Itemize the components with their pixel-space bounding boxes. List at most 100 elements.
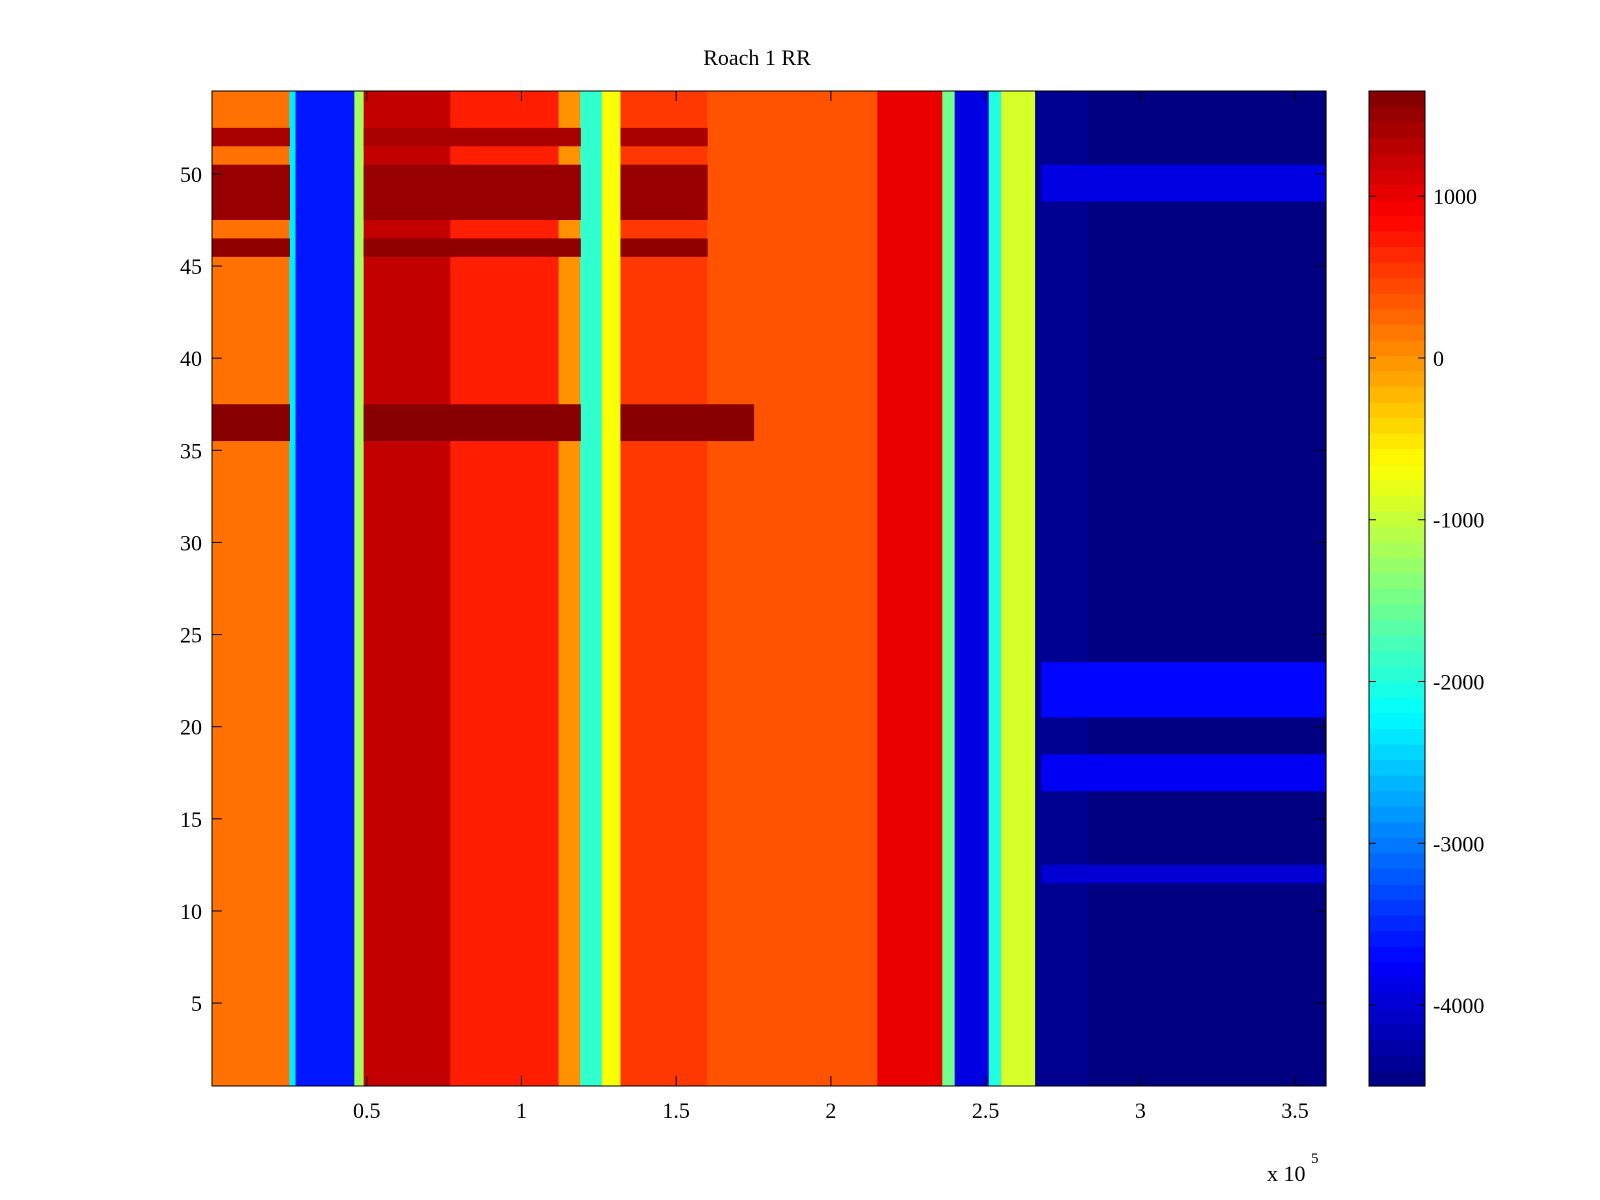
colorbar-tick-label: -1000 (1433, 508, 1484, 533)
colorbar-segment (1369, 153, 1425, 170)
heatmap-cells (212, 91, 1327, 1086)
heatmap-column-13 (954, 91, 990, 1086)
colorbar-segment (1369, 510, 1425, 527)
colorbar-segment (1369, 604, 1425, 621)
colorbar-segment (1369, 246, 1425, 263)
colorbar-segment (1369, 946, 1425, 963)
colorbar-segment (1369, 712, 1425, 730)
colorbar-segment (1369, 448, 1425, 465)
colorbar-segment (1369, 308, 1425, 325)
colorbar-tick-label: -2000 (1433, 670, 1484, 695)
x-axis-ticks: 0.5 1 1.5 2 2.5 3 3.5 (353, 91, 1309, 1123)
colorbar-tick-label: -4000 (1433, 993, 1484, 1018)
heatmap-column-11 (877, 91, 943, 1086)
heatmap-band-3-6 (558, 127, 581, 147)
colorbar-segment (1369, 930, 1425, 947)
y-tick-label: 40 (180, 346, 202, 371)
colorbar-segment (1369, 806, 1425, 823)
colorbar-segment (1369, 401, 1425, 419)
heatmap-band-3-0 (212, 127, 290, 147)
y-tick-label: 25 (180, 623, 202, 648)
x-axis-exponent-base: x 10 (1267, 1161, 1306, 1186)
x-axis-exponent: x 10 5 (1267, 1151, 1319, 1186)
colorbar (1369, 91, 1425, 1087)
colorbar-segment (1369, 417, 1425, 434)
colorbar-segment (1369, 1054, 1425, 1072)
heatmap-band-0-0 (212, 404, 290, 442)
x-axis-exponent-power: 5 (1311, 1151, 1319, 1167)
heatmap-column-14 (988, 91, 1002, 1086)
colorbar-segment (1369, 883, 1425, 901)
heatmap-column-6 (558, 91, 581, 1086)
colorbar-segment (1369, 184, 1425, 201)
colorbar-segment (1369, 852, 1425, 869)
colorbar-segment (1369, 992, 1425, 1009)
colorbar-segment (1369, 977, 1425, 994)
colorbar-segment (1369, 293, 1425, 310)
heatmap-column-2 (295, 91, 355, 1086)
colorbar-segment (1369, 137, 1425, 154)
heatmap-column-3 (354, 91, 365, 1086)
heatmap-column-7 (580, 91, 603, 1086)
colorbar-segment (1369, 743, 1425, 761)
colorbar-segment (1369, 588, 1425, 605)
colorbar-tick-label: -3000 (1433, 831, 1484, 856)
heatmap-band-2-9 (620, 164, 708, 220)
colorbar-segment (1369, 168, 1425, 185)
colorbar-segment (1369, 386, 1425, 403)
colorbar-segment (1369, 1023, 1425, 1040)
heatmap-band-0-9 (620, 404, 708, 442)
y-tick-label: 5 (191, 991, 202, 1016)
colorbar-tick-label: 1000 (1433, 184, 1477, 209)
colorbar-segment (1369, 619, 1425, 636)
colorbar-segment (1369, 899, 1425, 916)
colorbar-segment (1369, 759, 1425, 776)
heatmap-band-3-4 (363, 127, 451, 147)
colorbar-segment (1369, 728, 1425, 745)
colorbar-segment (1369, 837, 1425, 854)
heatmap-column-8 (601, 91, 622, 1086)
heatmap-band-2-5 (450, 164, 560, 220)
plot-frame (211, 90, 1327, 1087)
x-tick-label: 1.5 (662, 1098, 690, 1123)
colorbar-segment (1369, 868, 1425, 885)
colorbar-segment (1369, 230, 1425, 248)
x-tick-label: 1 (516, 1098, 527, 1123)
colorbar-segment (1369, 370, 1425, 387)
x-tick-label: 2.5 (972, 1098, 1000, 1123)
colorbar-segment (1369, 697, 1425, 714)
colorbar-segment (1369, 790, 1425, 807)
colorbar-segment (1369, 495, 1425, 512)
heatmap-column-17 (1087, 91, 1327, 1086)
colorbar-segment (1369, 650, 1425, 667)
y-axis-ticks: 5 10 15 20 25 30 35 40 45 50 (180, 162, 1326, 1016)
y-tick-label: 45 (180, 254, 202, 279)
heatmap-band-1-9 (620, 238, 708, 257)
colorbar-segment (1369, 681, 1425, 698)
heatmap-band-1-6 (558, 238, 581, 257)
heatmap-band-3-9 (620, 127, 708, 147)
colorbar-segment (1369, 526, 1425, 543)
x-tick-label: 0.5 (353, 1098, 381, 1123)
y-tick-label: 15 (180, 807, 202, 832)
heatmap-column-1 (289, 91, 297, 1086)
x-tick-label: 3 (1135, 1098, 1146, 1123)
heatmap-band-6 (1041, 864, 1326, 884)
y-tick-label: 20 (180, 715, 202, 740)
heatmap-band-7 (1041, 164, 1326, 202)
x-tick-label: 3.5 (1281, 1098, 1309, 1123)
colorbar-segment (1369, 122, 1425, 139)
heatmap-band-0-10 (707, 404, 755, 442)
colorbar-segment (1369, 215, 1425, 232)
heatmap-column-12 (942, 91, 956, 1086)
heatmap-column-15 (1001, 91, 1036, 1086)
colorbar-segment (1369, 433, 1425, 450)
heatmap-column-16 (1035, 91, 1089, 1086)
heatmap-band-2-4 (363, 164, 451, 220)
heatmap-band-0-5 (450, 404, 560, 442)
colorbar-segment (1369, 572, 1425, 590)
colorbar-segment (1369, 821, 1425, 838)
colorbar-segment (1369, 262, 1425, 279)
y-tick-label: 30 (180, 530, 202, 555)
colorbar-segment (1369, 277, 1425, 294)
